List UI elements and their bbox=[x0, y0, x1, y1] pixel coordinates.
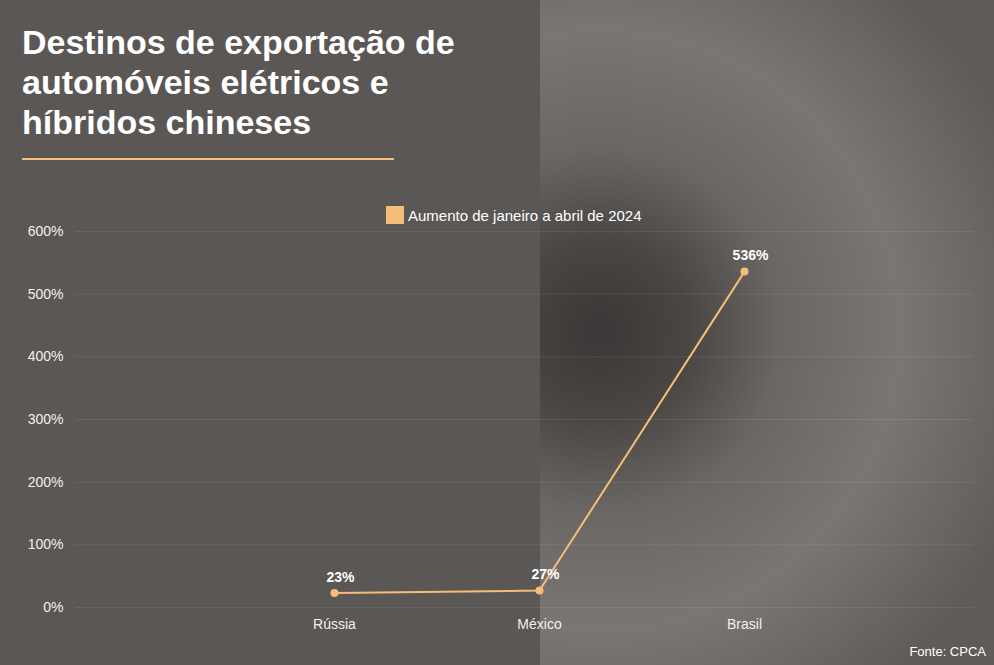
svg-text:Brasil: Brasil bbox=[727, 616, 762, 632]
svg-text:0%: 0% bbox=[43, 599, 63, 615]
svg-text:23%: 23% bbox=[326, 569, 355, 585]
svg-text:600%: 600% bbox=[28, 223, 64, 239]
svg-text:500%: 500% bbox=[28, 286, 64, 302]
html-text:Destinos de exportação de auto: Destinos de exportação de automóveis elé… bbox=[22, 23, 455, 141]
html-text:Fonte: CPCA: Fonte: CPCA bbox=[909, 644, 986, 659]
svg-text:100%: 100% bbox=[28, 536, 64, 552]
html-text:Aumento de janeiro a abril de: Aumento de janeiro a abril de 2024 bbox=[408, 206, 642, 224]
svg-text:Rússia: Rússia bbox=[313, 616, 356, 632]
svg-text:México: México bbox=[517, 616, 562, 632]
svg-text:400%: 400% bbox=[28, 348, 64, 364]
svg-text:300%: 300% bbox=[28, 411, 64, 427]
svg-text:200%: 200% bbox=[28, 474, 64, 490]
svg-text:536%: 536% bbox=[733, 247, 769, 263]
svg-text:27%: 27% bbox=[531, 566, 560, 582]
